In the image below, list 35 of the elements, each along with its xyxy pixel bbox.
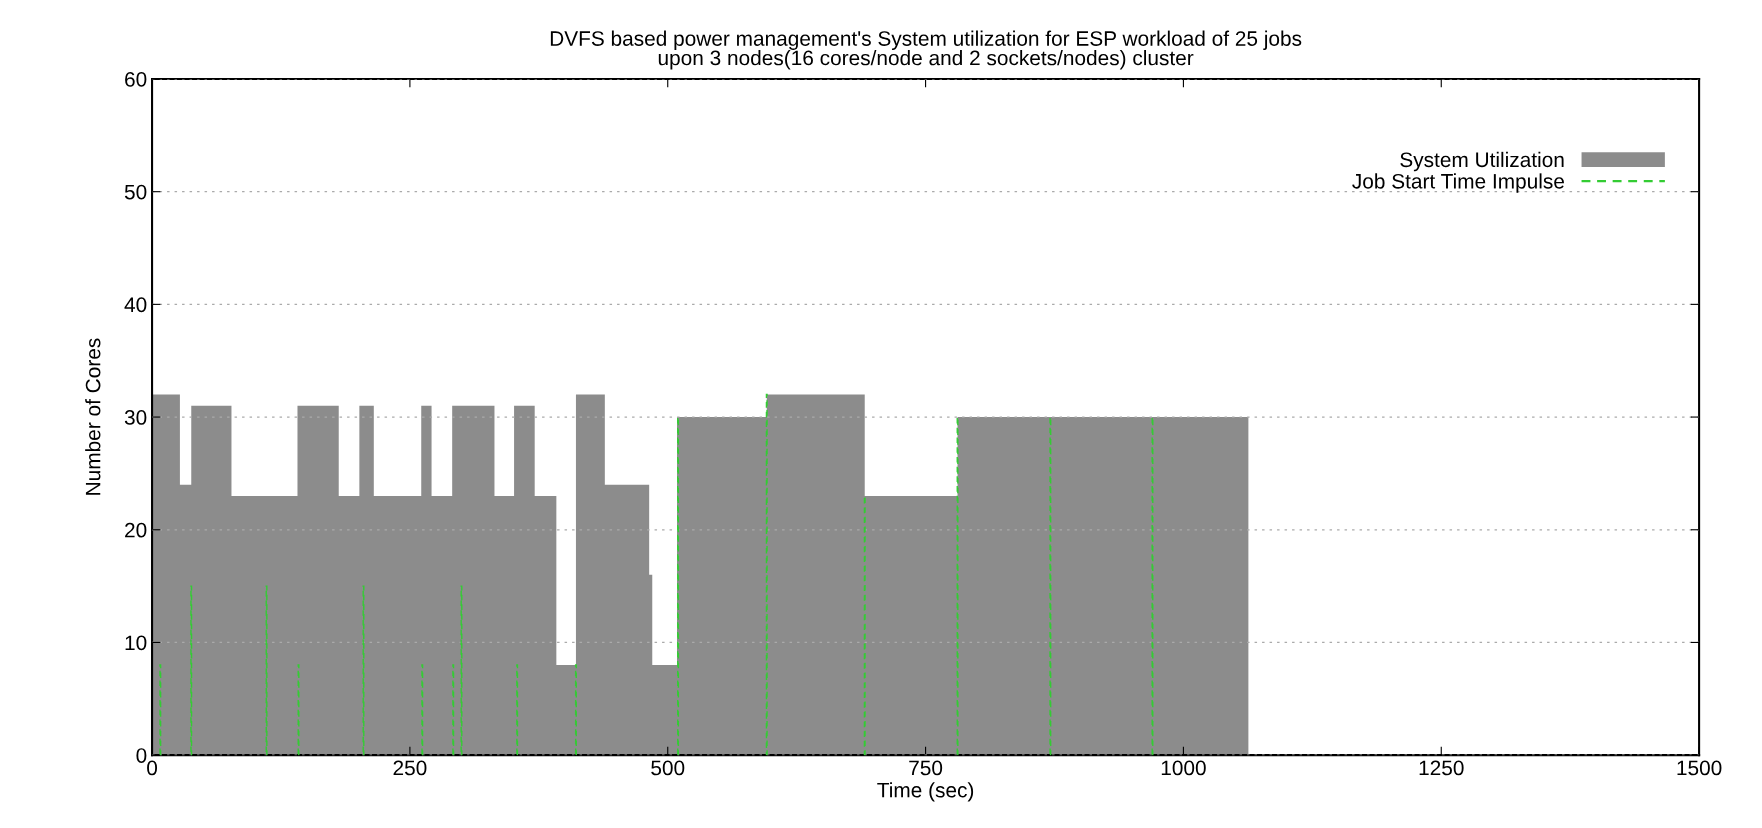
legend-label: System Utilization xyxy=(1400,151,1564,172)
x-tick-label: 750 xyxy=(909,760,943,776)
x-tick-label: 250 xyxy=(393,760,427,776)
bar xyxy=(452,664,455,756)
bar xyxy=(574,664,577,756)
y-tick-label: 10 xyxy=(125,635,147,651)
bar xyxy=(516,664,519,756)
y-tick-label: 40 xyxy=(124,297,147,313)
bar xyxy=(362,585,365,756)
x-tick-label: 1500 xyxy=(1677,760,1722,776)
bar xyxy=(421,664,424,756)
bar xyxy=(956,416,959,756)
bar xyxy=(1151,416,1154,756)
y-tick-label: 0 xyxy=(136,748,147,763)
x-tick-label: 1250 xyxy=(1419,760,1464,776)
chart-title: DVFS based power management's System utilization for ESP workload of 25 jobs upon 3 nodes(16 cores/node and 2 sockets/nodes) cluster xyxy=(550,30,1302,70)
bar xyxy=(159,664,162,756)
y-tick-label: 30 xyxy=(124,410,147,425)
bar xyxy=(460,585,463,756)
x-tick-label: 1000 xyxy=(1161,760,1206,776)
y-tick-label: 50 xyxy=(124,184,147,200)
bar xyxy=(265,585,268,756)
bar xyxy=(863,495,866,756)
bar xyxy=(297,664,300,756)
y-tick-label: 60 xyxy=(125,71,147,87)
bar xyxy=(190,585,193,756)
y-axis-title: Number of Cores xyxy=(85,338,101,495)
y-tick-label: 20 xyxy=(125,522,147,538)
legend-label: Job Start Time Impulse xyxy=(1352,173,1564,193)
x-axis-title: Time (sec) xyxy=(877,782,974,802)
bar xyxy=(677,416,680,756)
x-tick-label: 500 xyxy=(651,760,685,776)
x-tick-label: 0 xyxy=(147,760,158,776)
bar xyxy=(765,393,768,756)
bar xyxy=(1049,416,1052,756)
